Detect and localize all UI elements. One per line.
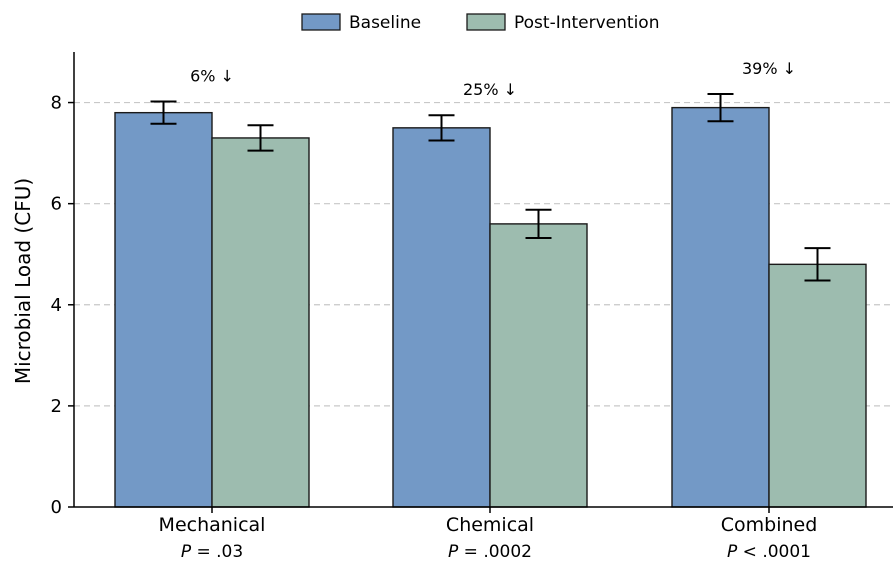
- bar-post-intervention: [211, 137, 310, 508]
- legend-swatch: [466, 13, 506, 31]
- axes: [73, 52, 893, 508]
- p-value-label: P = .03: [181, 542, 243, 561]
- p-value-label: P < .0001: [727, 542, 811, 561]
- reduction-annotation: 25% ↓: [463, 80, 517, 99]
- y-tick-label: 4: [51, 295, 62, 316]
- p-value-label: P = .0002: [448, 542, 532, 561]
- legend-label: Baseline: [349, 13, 421, 33]
- y-tick-label: 8: [51, 93, 62, 114]
- y-tick-label: 0: [51, 497, 62, 518]
- x-category-label: Chemical: [446, 514, 534, 536]
- legend-swatch: [301, 13, 341, 31]
- legend-label: Post-Intervention: [514, 13, 659, 33]
- bars-layer: [114, 106, 867, 508]
- bar-post-intervention: [489, 223, 588, 508]
- x-labels: Mechanical P = .03 Chemical P = .0002 Combin…: [159, 507, 818, 561]
- y-tick-label: 2: [51, 396, 62, 417]
- reduction-annotation: 39% ↓: [742, 59, 796, 78]
- annotations: 6% ↓ 25% ↓ 39% ↓: [190, 59, 796, 99]
- bar-baseline: [114, 111, 213, 508]
- y-tick-label: 6: [51, 194, 62, 215]
- y-ticks: 0 2 4 6 8: [51, 93, 74, 518]
- legend: Baseline Post-Intervention: [301, 13, 659, 33]
- bar-baseline: [392, 127, 491, 508]
- bar-post-intervention: [768, 263, 867, 508]
- x-category-label: Mechanical: [159, 514, 266, 536]
- y-axis-title: Microbial Load (CFU): [11, 178, 35, 384]
- reduction-annotation: 6% ↓: [190, 67, 234, 86]
- bar-baseline: [671, 106, 770, 508]
- x-category-label: Combined: [721, 514, 818, 536]
- error-bars-layer: [150, 92, 831, 282]
